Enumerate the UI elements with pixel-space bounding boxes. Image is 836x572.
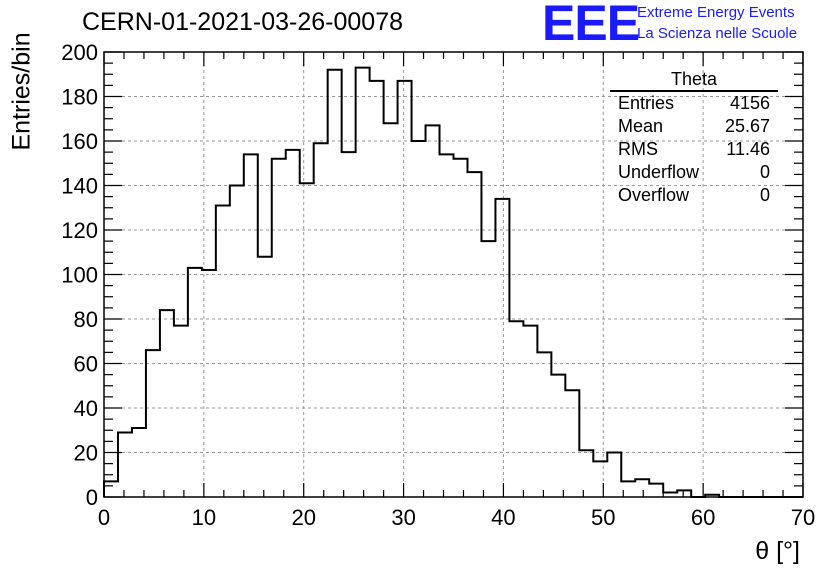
histogram-bin (412, 141, 426, 497)
eee-logo: EEE (542, 0, 640, 51)
histogram-bin (342, 152, 356, 497)
stats-box: Theta Entries 4156 Mean 25.67 RMS 11.46 Und… (610, 68, 778, 207)
histogram-bin (537, 352, 551, 497)
histogram-bin (677, 490, 691, 497)
histogram-bin (509, 321, 523, 497)
histogram-bin (565, 390, 579, 497)
stats-value: 11.46 (726, 139, 770, 159)
histogram-bin (551, 375, 565, 497)
stats-value: 0 (759, 162, 770, 182)
histogram-bin (454, 159, 468, 497)
x-tick-label: 0 (98, 505, 110, 530)
stats-label: Mean (618, 116, 664, 136)
stats-value: 4156 (729, 93, 770, 113)
stats-value: 0 (759, 185, 770, 205)
histogram-bin (286, 150, 300, 497)
histogram-bin (649, 484, 663, 497)
histogram-bin (300, 183, 314, 497)
y-tick-label: 200 (61, 40, 98, 65)
histogram-bin (328, 70, 342, 497)
y-tick-label: 160 (61, 129, 98, 154)
y-tick-label: 20 (74, 441, 98, 466)
stats-row: Overflow 0 (610, 184, 778, 207)
stats-row: Underflow 0 (610, 161, 778, 184)
histogram-bin (132, 428, 146, 497)
y-tick-label: 180 (61, 85, 98, 110)
logo-caption-line-2: La Scienza nelle Scuole (637, 25, 798, 42)
logo-caption-line-1: Extreme Energy Events (637, 4, 795, 21)
histogram-bin (258, 257, 272, 497)
histogram-bin (146, 350, 160, 497)
stats-row: RMS 11.46 (610, 138, 778, 161)
histogram-bin (370, 81, 384, 497)
histogram-bin (272, 159, 286, 497)
histogram-bin (593, 461, 607, 497)
histogram-bin (314, 143, 328, 497)
histogram-bin (118, 432, 132, 497)
x-tick-label: 40 (491, 505, 515, 530)
histogram-bin (635, 479, 649, 497)
histogram-bin (523, 326, 537, 497)
y-tick-label: 0 (86, 485, 98, 510)
x-tick-label: 20 (291, 505, 315, 530)
histogram-bin (230, 186, 244, 498)
x-axis-label: θ [°] (755, 537, 800, 565)
histogram-bin (174, 326, 188, 497)
x-tick-label: 60 (691, 505, 715, 530)
y-tick-label: 120 (61, 218, 98, 243)
stats-row: Entries 4156 (610, 92, 778, 115)
y-axis-label: Entries/bin (7, 32, 36, 151)
histogram-bin (356, 68, 370, 497)
stats-row: Mean 25.67 (610, 115, 778, 138)
stats-label: Underflow (618, 162, 700, 182)
y-tick-label: 60 (74, 352, 98, 377)
stats-title: Theta (610, 68, 778, 92)
y-tick-label: 100 (61, 263, 98, 288)
x-tick-label: 70 (791, 505, 815, 530)
x-tick-label: 30 (391, 505, 415, 530)
x-tick-label: 50 (591, 505, 615, 530)
x-tick-label: 10 (192, 505, 216, 530)
histogram-bin (426, 125, 440, 497)
histogram-bin (216, 206, 230, 497)
histogram-bin (104, 481, 118, 497)
histogram-bin (244, 154, 258, 497)
stats-label: Overflow (618, 185, 690, 205)
y-tick-label: 40 (74, 396, 98, 421)
histogram-bin (440, 154, 454, 497)
histogram-outline (103, 66, 803, 498)
logo-caption: Extreme Energy Events La Scienza nelle S… (637, 2, 797, 44)
histogram-bin (607, 453, 621, 498)
stats-value: 25.67 (724, 116, 770, 136)
histogram-bin (384, 123, 398, 497)
histogram-bin (579, 450, 593, 497)
y-tick-label: 140 (61, 174, 98, 199)
histogram-bin (467, 172, 481, 497)
histogram-bin (481, 241, 495, 497)
histogram-bin (202, 270, 216, 497)
y-tick-label: 80 (74, 307, 98, 332)
histogram-bin (188, 268, 202, 497)
chart-title: CERN-01-2021-03-26-00078 (82, 8, 404, 36)
stats-label: Entries (618, 93, 675, 113)
histogram-bin (495, 199, 509, 497)
histogram-bin (398, 81, 412, 497)
stats-label: RMS (618, 139, 658, 159)
histogram-bin (160, 310, 174, 497)
